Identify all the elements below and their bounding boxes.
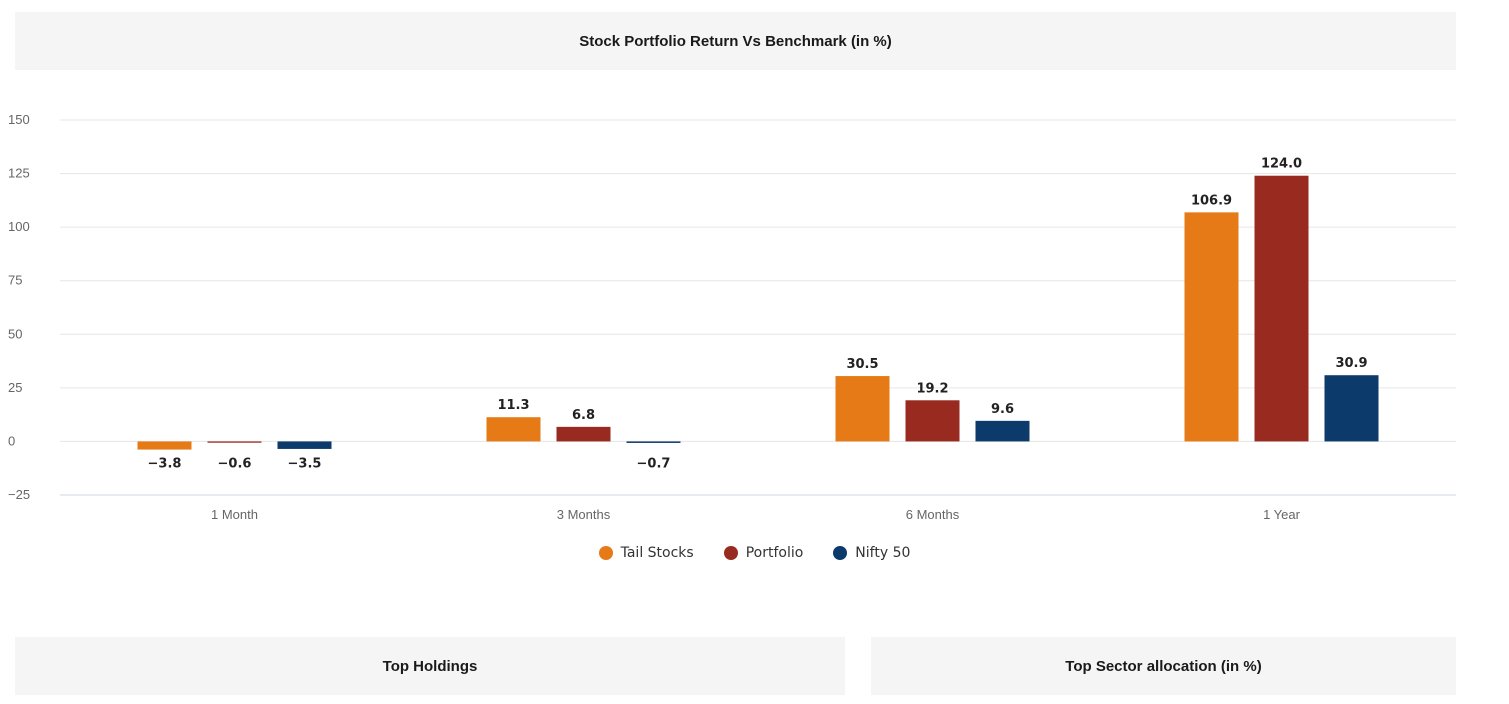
chart-title-bar: Stock Portfolio Return Vs Benchmark (in … [15,12,1456,70]
data-label: −0.6 [218,456,252,471]
bar-chart: 150 125 100 75 50 25 0 −25 −3.8 −0.6 −3.5 1 Month 11… [8,112,1456,522]
x-tick-label: 1 Year [1263,507,1301,522]
data-label: 11.3 [497,398,529,413]
legend-item-portfolio[interactable]: Portfolio [723,545,804,561]
x-tick-label: 1 Month [211,507,258,522]
bar [486,417,541,442]
bar [277,441,332,449]
legend-item-tail-stocks[interactable]: Tail Stocks [598,545,694,561]
data-label: 30.9 [1335,356,1367,371]
data-label: −0.7 [637,456,671,471]
bar [905,400,960,442]
data-label: 6.8 [572,408,595,423]
legend-label-portfolio: Portfolio [745,545,804,561]
y-tick-label: 25 [8,380,22,395]
x-tick-label: 3 Months [557,507,611,522]
top-sector-title: Top Sector allocation (in %) [1065,657,1262,675]
bar [137,441,192,450]
bar [835,376,890,442]
top-sector-header: Top Sector allocation (in %) [871,637,1456,695]
legend-swatch-portfolio [723,546,738,560]
y-tick-label: 125 [8,166,30,181]
data-label: −3.5 [288,456,322,471]
bar [207,441,262,443]
data-label: 9.6 [991,402,1014,417]
x-tick-label: 6 Months [906,507,960,522]
data-label: 19.2 [916,381,948,396]
data-label: 124.0 [1261,157,1302,172]
chart-title: Stock Portfolio Return Vs Benchmark (in … [579,32,892,50]
data-label: −3.8 [148,456,182,471]
bar [1254,175,1309,442]
legend-swatch-nifty-50 [833,546,848,560]
y-tick-label: 100 [8,219,30,234]
legend-label-tail-stocks: Tail Stocks [620,545,694,561]
bar [1184,212,1239,442]
top-holdings-header: Top Holdings [15,637,845,695]
bar [556,426,611,442]
legend-label-nifty-50: Nifty 50 [855,545,911,561]
data-label: 30.5 [846,357,878,372]
y-tick-label: 0 [8,433,15,448]
bar [626,441,681,443]
y-tick-label: −25 [8,487,30,502]
bar [975,420,1030,442]
y-tick-label: 50 [8,326,22,341]
legend-swatch-tail-stocks [598,546,613,560]
y-tick-label: 75 [8,273,22,288]
data-label: 106.9 [1191,193,1232,208]
legend-item-nifty-50[interactable]: Nifty 50 [833,545,910,561]
y-tick-label: 150 [8,112,30,127]
chart-legend: Tail Stocks Portfolio Nifty 50 [0,545,1509,561]
bar [1324,375,1379,442]
top-holdings-title: Top Holdings [382,657,478,675]
